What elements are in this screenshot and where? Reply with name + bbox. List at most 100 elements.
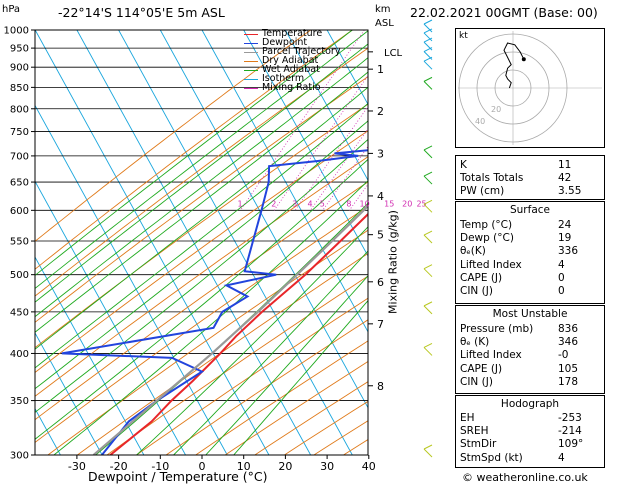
table-row: K 11 bbox=[460, 159, 600, 172]
wind-barb bbox=[423, 203, 433, 213]
wind-barb bbox=[423, 32, 433, 42]
legend-label: Dry Adiabat bbox=[262, 55, 319, 66]
table-row: Dewp (°C) 19 bbox=[460, 232, 600, 245]
asl-label: ASL bbox=[375, 18, 394, 29]
row-key: CIN (J) bbox=[460, 375, 493, 388]
wind-barb bbox=[423, 60, 433, 70]
isotherm-line bbox=[326, 30, 368, 106]
row-key: θₑ(K) bbox=[460, 245, 486, 258]
legend-swatch bbox=[244, 88, 258, 89]
location-title: -22°14'S 114°05'E 5m ASL bbox=[58, 5, 225, 20]
row-value: 836 bbox=[558, 323, 579, 335]
dewpoint-line bbox=[61, 149, 368, 455]
row-value: -0 bbox=[558, 349, 569, 362]
hodograph-ring-label: 40 bbox=[475, 117, 485, 126]
row-value: -214 bbox=[558, 425, 582, 438]
x-tick-label: 0 bbox=[199, 460, 206, 473]
pressure-tick-label: 800 bbox=[10, 104, 29, 115]
legend-label: Parcel Trajectory bbox=[262, 46, 341, 57]
legend-item: Wet Adiabat bbox=[240, 65, 380, 75]
mixing-ratio-label: 25 bbox=[416, 199, 426, 208]
row-value: 19 bbox=[558, 232, 572, 245]
pressure-tick-label: 900 bbox=[10, 63, 29, 74]
legend-label: Isotherm bbox=[262, 73, 305, 84]
row-key: Dewp (°C) bbox=[460, 232, 514, 245]
dry-adiabat-line bbox=[35, 103, 368, 349]
wind-barb-flag bbox=[423, 19, 433, 25]
parcel-trajectory-line bbox=[92, 204, 368, 455]
hpa-label: hPa bbox=[2, 4, 21, 15]
x-tick-label: -20 bbox=[110, 460, 128, 473]
table-row: StmDir 109° bbox=[460, 438, 600, 451]
wind-barb bbox=[423, 268, 433, 278]
row-key: StmDir bbox=[460, 438, 497, 451]
wet-adiabat-line bbox=[35, 30, 353, 276]
table-row: θₑ(K) 336 bbox=[460, 245, 600, 258]
row-key: CAPE (J) bbox=[460, 362, 503, 375]
pressure-tick-label: 350 bbox=[10, 396, 29, 407]
mixing-ratio-label: 8 bbox=[346, 199, 351, 208]
table-row: PW (cm) 3.55 bbox=[460, 185, 600, 198]
table-row: EH -253 bbox=[460, 412, 600, 425]
wet-adiabat-line bbox=[233, 299, 368, 455]
dry-adiabat-line bbox=[77, 252, 368, 455]
isotherm-line bbox=[159, 30, 368, 409]
hodograph-panel: 20 40 kt bbox=[455, 28, 605, 148]
row-key: Temp (°C) bbox=[460, 219, 513, 231]
lcl-label: LCL bbox=[384, 48, 403, 59]
dry-adiabat-line bbox=[35, 76, 368, 323]
row-value: 11 bbox=[558, 159, 572, 171]
legend-label: Temperature bbox=[262, 28, 323, 39]
wind-barb bbox=[423, 234, 433, 244]
dry-adiabat-line bbox=[35, 30, 311, 242]
legend-item: Isotherm bbox=[240, 73, 380, 84]
dry-adiabat-line bbox=[35, 130, 368, 374]
hodograph-trace bbox=[503, 42, 525, 89]
isotherm-line bbox=[118, 30, 353, 455]
wet-adiabat-line bbox=[35, 120, 368, 390]
table-row: Pressure (mb) 836 bbox=[460, 323, 600, 336]
pressure-tick-label: 950 bbox=[10, 44, 29, 55]
row-value: 42 bbox=[558, 172, 572, 185]
row-value: 3.55 bbox=[558, 185, 582, 198]
dry-adiabat-line bbox=[35, 47, 368, 297]
legend-swatch bbox=[244, 79, 258, 80]
indices-panel: K 11 Totals Totals 42 PW (cm) 3.55 bbox=[455, 155, 605, 200]
isotherm-line bbox=[76, 30, 312, 455]
mixing-ratio-label: 15 bbox=[384, 199, 394, 208]
row-key: Totals Totals bbox=[460, 172, 524, 185]
row-key: Lifted Index bbox=[460, 349, 522, 362]
wind-barb bbox=[423, 448, 433, 458]
dry-adiabat-line bbox=[35, 30, 353, 270]
row-key: SREH bbox=[460, 425, 489, 438]
table-row: Lifted Index 4 bbox=[460, 259, 600, 272]
hodograph-table-panel: Hodograph EH -253 SREH -214 StmDir 109° StmSpd… bbox=[455, 395, 605, 468]
x-tick-label: 10 bbox=[237, 460, 251, 473]
x-tick-label: 30 bbox=[320, 460, 334, 473]
km-label: km bbox=[375, 4, 391, 15]
row-key: EH bbox=[460, 412, 475, 424]
row-value: -253 bbox=[558, 412, 582, 424]
most-unstable-panel: Most Unstable Pressure (mb) 836 θₑ (K) 346 L… bbox=[455, 305, 605, 394]
hodograph-table-title: Hodograph bbox=[500, 398, 560, 410]
row-key: StmSpd (kt) bbox=[460, 451, 523, 464]
legend-item: Temperature bbox=[240, 28, 380, 39]
pressure-tick-label: 1000 bbox=[4, 26, 29, 37]
row-key: CAPE (J) bbox=[460, 271, 503, 284]
row-value: 0 bbox=[558, 285, 565, 297]
wind-barb-flag bbox=[423, 171, 433, 177]
legend-swatch bbox=[244, 61, 258, 62]
legend-item: Parcel Trajectory bbox=[240, 46, 380, 57]
row-value: 346 bbox=[558, 336, 579, 349]
wet-adiabat-line bbox=[35, 86, 368, 350]
dry-adiabat-line bbox=[165, 319, 368, 455]
datetime-title: 22.02.2021 00GMT (Base: 00) bbox=[410, 5, 598, 20]
legend-swatch bbox=[244, 43, 258, 44]
wind-barb-flag bbox=[423, 264, 433, 270]
mixing-ratio-label: 1 bbox=[237, 199, 242, 208]
wind-barb-flag bbox=[423, 444, 433, 450]
wet-adiabat-line bbox=[35, 138, 368, 413]
surface-title: Surface bbox=[509, 204, 550, 216]
row-key: K bbox=[460, 159, 467, 171]
